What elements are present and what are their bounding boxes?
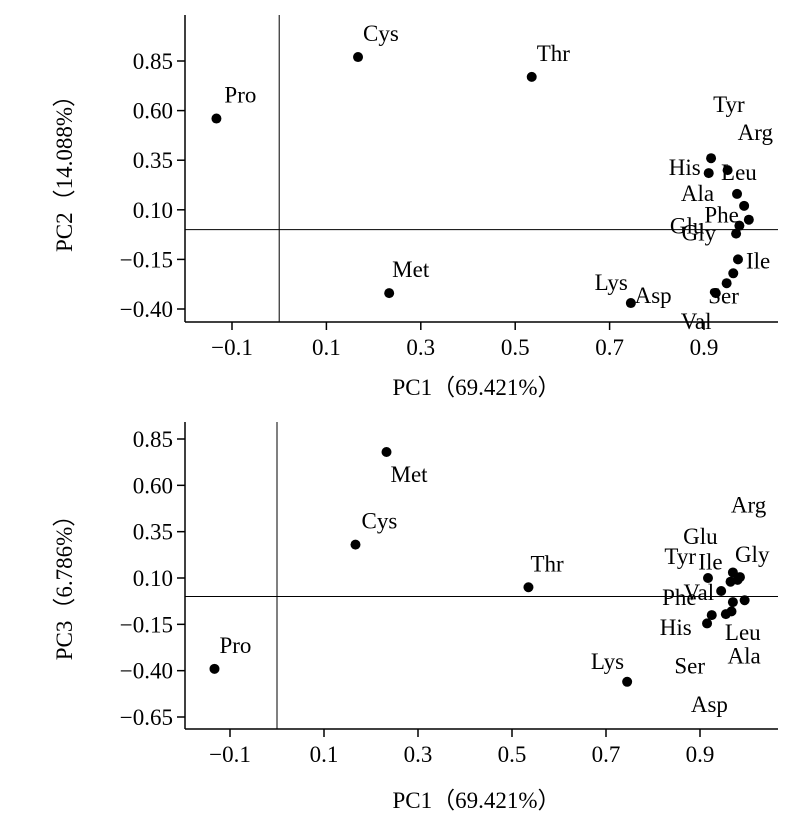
- y-tick-label: −0.15: [120, 612, 173, 637]
- data-point-his: [706, 610, 717, 621]
- point-label-tyr: Tyr: [713, 92, 745, 117]
- data-point-met: [384, 288, 395, 299]
- point-label-phe: Phe: [704, 203, 739, 228]
- data-point-cys: [350, 539, 361, 550]
- point-label-glu: Glu: [683, 524, 718, 549]
- data-point-val: [716, 585, 727, 596]
- data-point-cys: [353, 52, 364, 63]
- y-tick-label: 0.60: [133, 473, 173, 498]
- y-tick-label: 0.10: [133, 566, 173, 591]
- point-label-arg: Arg: [738, 120, 774, 145]
- point-label-ile: Ile: [698, 550, 722, 575]
- data-point-arg: [722, 165, 733, 176]
- data-point-ile: [732, 254, 743, 265]
- data-point-pro: [209, 663, 220, 674]
- point-label-ala: Ala: [681, 181, 714, 206]
- point-label-arg: Arg: [731, 492, 767, 517]
- point-label-thr: Thr: [537, 41, 571, 66]
- point-label-tyr: Tyr: [664, 544, 696, 569]
- point-label-pro: Pro: [224, 83, 256, 108]
- x-tick-label: −0.1: [211, 335, 253, 360]
- y-axis-title: PC3（6.786%）: [52, 504, 77, 661]
- x-tick-label: 0.3: [404, 742, 433, 767]
- data-point-glu: [734, 220, 745, 231]
- point-label-thr: Thr: [530, 551, 564, 576]
- point-label-lys: Lys: [595, 270, 628, 295]
- data-point-pro: [211, 113, 222, 124]
- point-label-met: Met: [391, 462, 429, 487]
- data-point-his: [703, 168, 714, 179]
- data-point-asp: [720, 609, 731, 620]
- pc1-pc3-plot: −0.1 0.1 0.3 0.5 0.7 0.9 0.85 0.60 0.35 0.10 −0.15…: [52, 422, 778, 813]
- data-point-thr: [526, 71, 537, 82]
- x-tick-label: 0.5: [498, 742, 527, 767]
- data-point-lys: [625, 298, 636, 309]
- point-label-ile: Ile: [746, 248, 770, 273]
- x-tick-label: −0.1: [209, 742, 251, 767]
- data-point-val: [710, 288, 721, 299]
- data-point-thr: [523, 582, 534, 593]
- point-label-his: His: [669, 155, 701, 180]
- point-label-glu: Glu: [670, 214, 705, 239]
- y-tick-label: 0.85: [133, 49, 173, 74]
- point-label-val: Val: [683, 580, 714, 605]
- data-point-phe: [739, 595, 750, 606]
- point-label-cys: Cys: [363, 21, 399, 46]
- point-label-ser: Ser: [674, 653, 705, 678]
- point-label-gly: Gly: [735, 542, 770, 567]
- point-label-lys: Lys: [591, 649, 624, 674]
- x-tick-label: 0.9: [690, 335, 719, 360]
- x-tick-label: 0.5: [501, 335, 530, 360]
- point-label-leu: Leu: [725, 620, 761, 645]
- y-axis-title: PC2（14.088%）: [52, 84, 77, 252]
- x-tick-label: 0.9: [686, 742, 715, 767]
- data-point-ser: [702, 618, 713, 629]
- point-label-phe: Phe: [662, 585, 697, 610]
- data-point-tyr: [702, 573, 713, 583]
- x-tick-label: 0.7: [595, 335, 624, 360]
- x-axis-title: PC1（69.421%）: [392, 375, 560, 400]
- data-point-leu: [727, 597, 738, 608]
- point-label-leu: Leu: [721, 160, 757, 185]
- data-point-glu: [732, 574, 743, 585]
- x-tick-label: 0.1: [310, 742, 339, 767]
- data-point-gly: [731, 228, 742, 239]
- point-label-his: His: [660, 615, 692, 640]
- x-axis-title: PC1（69.421%）: [392, 788, 560, 813]
- point-label-val: Val: [681, 309, 712, 334]
- x-tick-label: 0.1: [312, 335, 341, 360]
- x-tick-label: 0.3: [406, 335, 435, 360]
- point-label-met: Met: [392, 257, 430, 282]
- pc1-pc2-plot: −0.1 0.1 0.3 0.5 0.7 0.9 0.85 0.60 0.35 0.10 −0.15…: [52, 15, 778, 400]
- point-label-cys: Cys: [361, 509, 397, 534]
- y-tick-label: 0.60: [133, 99, 173, 124]
- point-label-asp: Asp: [635, 283, 672, 308]
- data-point-asp: [721, 278, 732, 289]
- data-point-ser: [728, 268, 739, 279]
- y-tick-label: 0.85: [133, 427, 173, 452]
- point-label-ala: Ala: [727, 643, 760, 668]
- point-label-asp: Asp: [691, 692, 728, 717]
- x-tick-label: 0.7: [592, 742, 621, 767]
- data-point-tyr: [706, 153, 717, 164]
- y-tick-label: 0.10: [133, 198, 173, 223]
- data-point-ala: [739, 200, 750, 211]
- data-point-phe: [743, 214, 754, 225]
- point-label-pro: Pro: [219, 633, 251, 658]
- data-point-leu: [732, 188, 743, 199]
- y-tick-label: −0.65: [120, 705, 173, 730]
- point-label-gly: Gly: [682, 221, 717, 246]
- y-tick-label: −0.40: [120, 659, 173, 684]
- y-tick-label: 0.35: [133, 520, 173, 545]
- y-tick-label: −0.15: [120, 247, 173, 272]
- data-point-met: [381, 446, 392, 457]
- y-tick-label: −0.40: [120, 297, 173, 322]
- data-point-arg: [727, 567, 738, 578]
- data-point-lys: [622, 676, 633, 687]
- y-tick-label: 0.35: [133, 148, 173, 173]
